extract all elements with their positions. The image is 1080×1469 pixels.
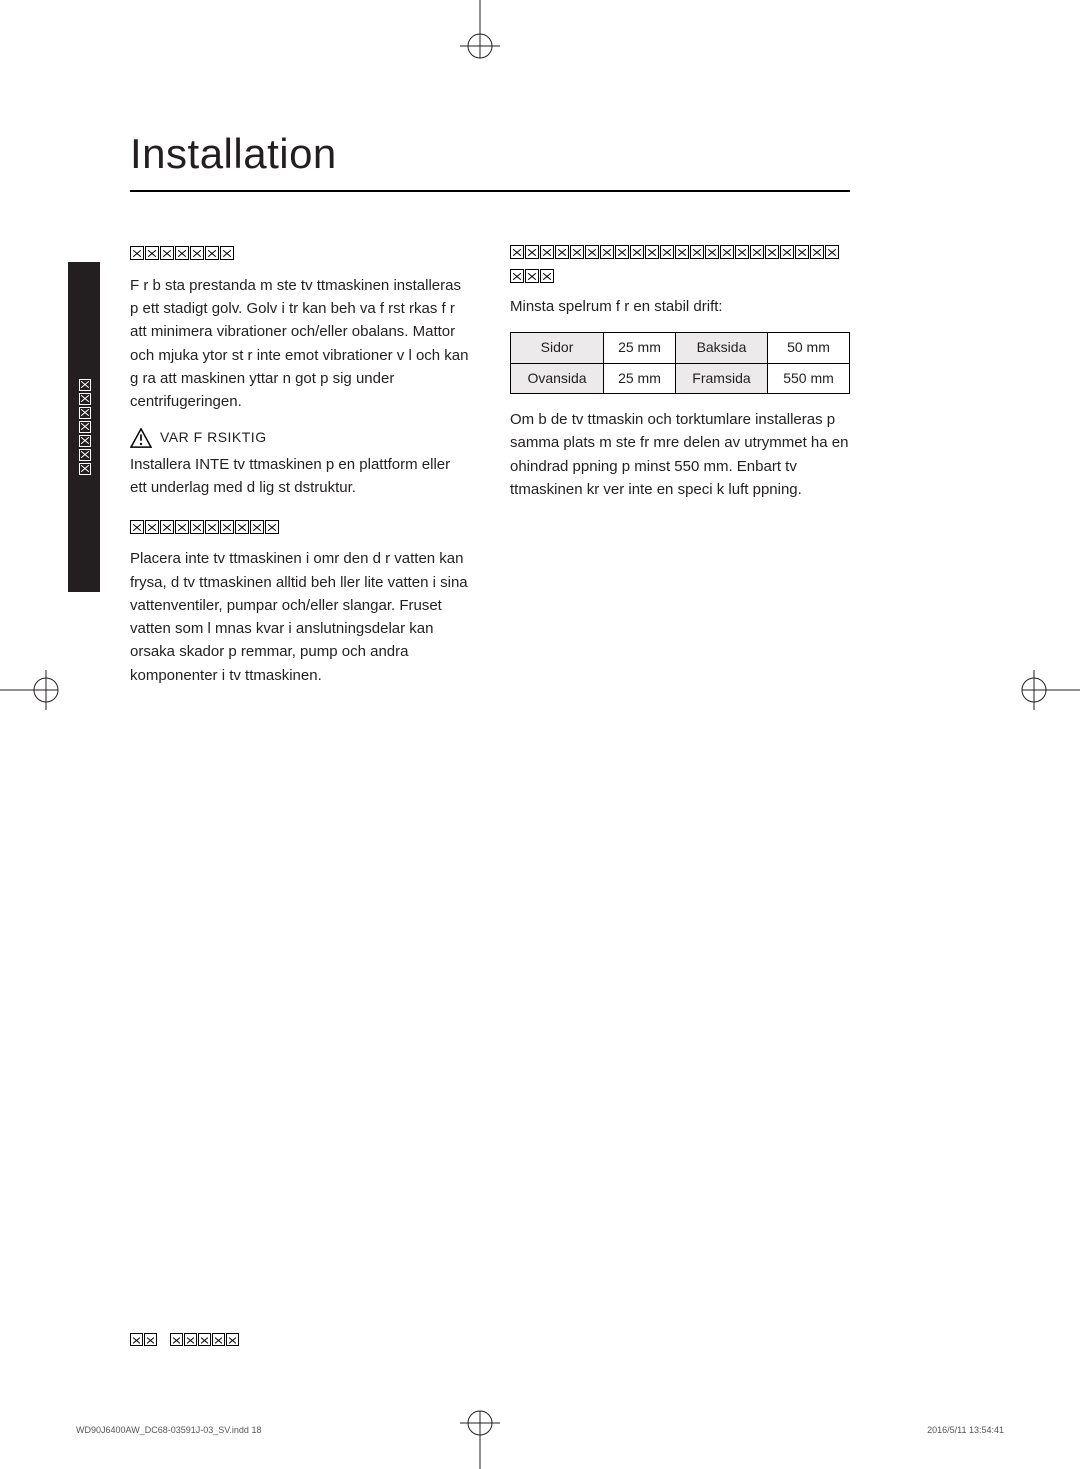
clearance-cell: 25 mm [604,332,676,363]
page-footer [130,1332,240,1349]
section-body-1: F r b sta prestanda m ste tv ttmaskinen … [130,274,470,414]
section-heading-1 [130,240,470,268]
warning-body: Installera INTE tv ttmaskinen p en platt… [130,453,470,500]
clearance-cell: 25 mm [604,363,676,394]
clearance-cell: 50 mm [767,332,849,363]
clearance-cell: Sidor [511,332,604,363]
clearance-cell: Framsida [675,363,767,394]
clearance-cell: 550 mm [767,363,849,394]
section-body-2: Placera inte tv ttmaskinen i omr den d r… [130,547,470,687]
side-tab [68,262,100,592]
clearance-intro: Minsta spelrum f r en stabil drift: [510,295,850,318]
side-tab-glyphs [76,378,93,476]
warning-label: VAR F RSIKTIG [160,427,267,449]
section-heading-right [510,240,850,289]
section-heading-2 [130,514,470,542]
page-title: Installation [130,130,850,192]
right-column: Minsta spelrum f r en stabil drift: Sido… [510,240,850,701]
clearance-table: Sidor25 mmBaksida50 mm Ovansida25 mmFrams… [510,332,850,394]
clearance-after: Om b de tv ttmaskin och torktumlare inst… [510,408,850,501]
imprint-right: 2016/5/11 13:54:41 [927,1425,1004,1435]
clearance-cell: Ovansida [511,363,604,394]
imprint-left: WD90J6400AW_DC68-03591J-03_SV.indd 18 [76,1425,261,1435]
clearance-cell: Baksida [675,332,767,363]
left-column: F r b sta prestanda m ste tv ttmaskinen … [130,240,470,701]
warning-row: VAR F RSIKTIG [130,427,470,449]
warning-icon [130,428,152,448]
